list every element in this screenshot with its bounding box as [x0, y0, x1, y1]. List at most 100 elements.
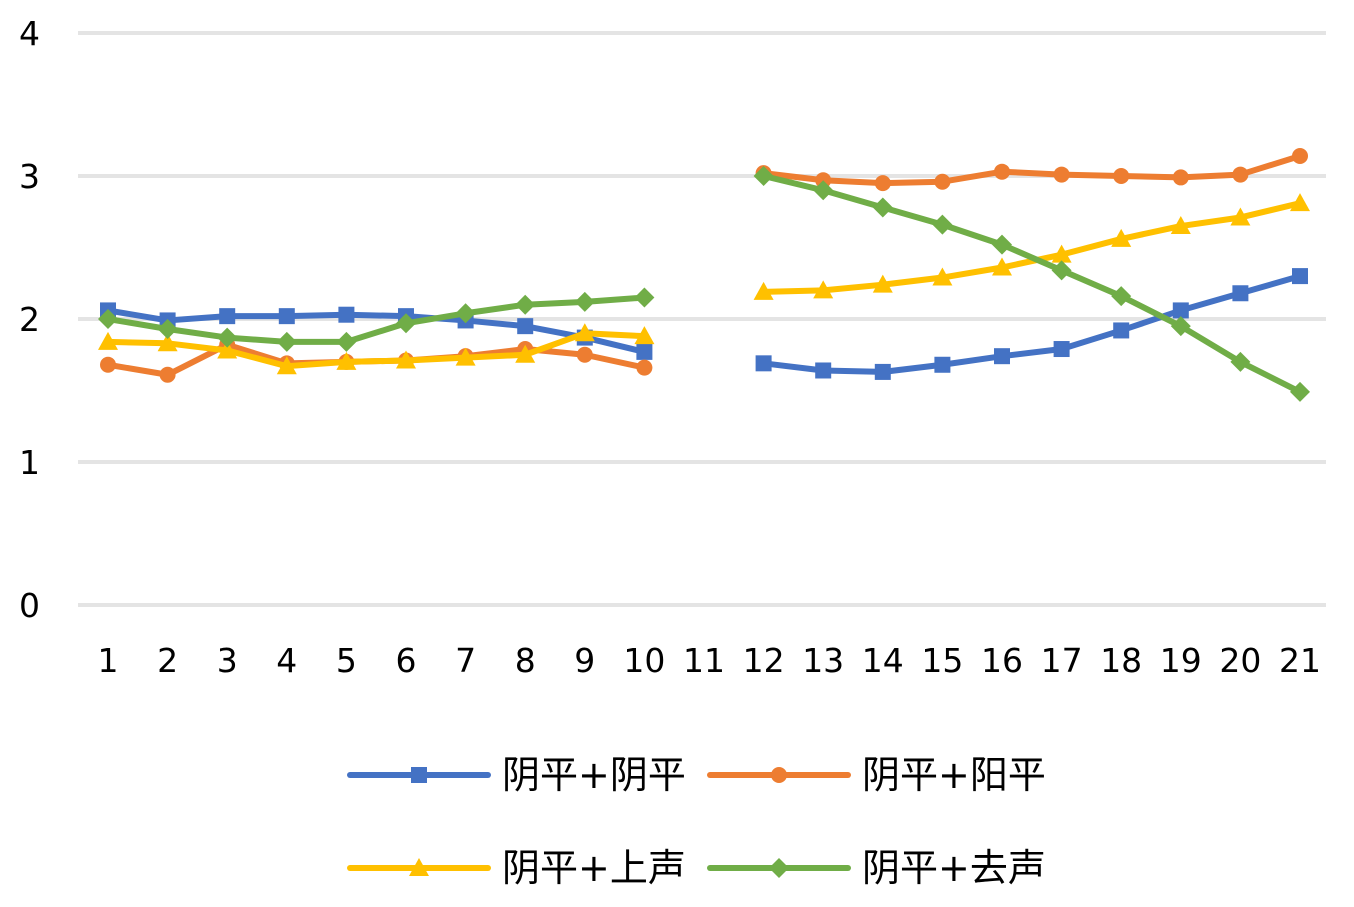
data-point	[1051, 260, 1072, 281]
series-2	[100, 147, 1308, 383]
legend-label: 阴平+去声	[862, 846, 1046, 890]
data-point	[98, 309, 118, 329]
data-point	[336, 351, 357, 370]
data-point	[1232, 285, 1249, 302]
data-point	[396, 350, 416, 369]
data-point	[576, 346, 593, 363]
x-tick-label: 18	[1100, 641, 1142, 680]
data-point	[217, 340, 238, 359]
data-point	[992, 257, 1012, 276]
series-line	[760, 273, 1303, 375]
data-point	[872, 197, 893, 218]
y-axis-ticks: 0 1 2 3 4	[19, 14, 40, 625]
x-tick-label: 4	[276, 641, 297, 680]
data-point	[517, 318, 534, 335]
data-point	[1232, 166, 1249, 183]
x-tick-label: 13	[802, 641, 844, 680]
data-point	[217, 327, 238, 348]
data-point	[1230, 207, 1251, 226]
legend-label: 阴平+上声	[502, 846, 686, 890]
data-point	[932, 267, 953, 286]
series-line	[760, 152, 1303, 187]
data-point	[338, 306, 355, 323]
x-tick-label: 7	[455, 641, 476, 680]
data-point	[574, 291, 595, 312]
data-point	[276, 356, 297, 375]
series-3	[98, 193, 1310, 375]
data-point	[1113, 322, 1130, 339]
data-point	[1292, 147, 1308, 164]
data-point	[1230, 351, 1251, 372]
legend-marker	[411, 767, 427, 783]
data-point	[813, 180, 834, 201]
data-point	[634, 287, 655, 308]
x-tick-label: 19	[1160, 641, 1202, 680]
legend-item: 阴平+阴平	[347, 753, 686, 797]
x-tick-label: 8	[515, 641, 536, 680]
data-point	[278, 308, 295, 325]
x-tick-label: 16	[981, 641, 1023, 680]
legend-marker	[409, 858, 429, 876]
data-point	[515, 344, 536, 363]
legend-marker	[769, 858, 789, 878]
y-tick-label: 1	[19, 443, 40, 482]
x-tick-label: 5	[336, 641, 357, 680]
data-point	[1053, 341, 1070, 358]
data-point	[813, 280, 834, 299]
data-point	[636, 359, 653, 376]
data-point	[1111, 286, 1132, 307]
data-point	[815, 362, 832, 379]
data-point	[634, 326, 655, 345]
data-point	[994, 348, 1010, 365]
data-point	[1113, 168, 1130, 184]
data-point	[159, 366, 176, 383]
data-point	[219, 308, 236, 325]
data-point	[336, 331, 357, 352]
series-line	[105, 330, 648, 370]
series-line	[105, 294, 648, 345]
data-point	[1290, 193, 1310, 212]
data-point	[574, 323, 595, 342]
data-point	[455, 303, 476, 324]
data-point	[157, 333, 178, 352]
data-point	[100, 356, 116, 373]
data-point	[98, 331, 118, 350]
x-tick-label: 11	[683, 641, 725, 680]
data-point	[934, 173, 951, 190]
x-tick-label: 17	[1041, 641, 1083, 680]
data-point	[874, 363, 891, 380]
x-tick-label: 21	[1279, 641, 1321, 680]
data-point	[1111, 228, 1132, 247]
legend-marker	[771, 767, 787, 783]
data-point	[1172, 169, 1189, 186]
data-point	[753, 166, 774, 186]
x-tick-label: 3	[217, 641, 238, 680]
data-point	[276, 331, 297, 352]
data-point	[994, 163, 1010, 180]
data-point	[815, 172, 832, 189]
series-line	[105, 307, 648, 355]
series-1	[100, 268, 1308, 380]
data-point	[636, 343, 653, 360]
x-tick-label: 15	[921, 641, 963, 680]
x-tick-label: 2	[157, 641, 178, 680]
x-tick-label: 20	[1219, 641, 1261, 680]
data-point	[872, 274, 893, 293]
x-tick-label: 6	[396, 641, 417, 680]
series-line	[760, 173, 1303, 395]
data-point	[934, 356, 951, 373]
y-tick-label: 4	[19, 14, 40, 53]
series-group	[98, 147, 1310, 402]
legend-item: 阴平+去声	[707, 846, 1046, 890]
data-point	[1292, 268, 1308, 285]
x-tick-label: 12	[743, 641, 785, 680]
data-point	[396, 313, 416, 334]
data-point	[1170, 316, 1191, 337]
y-tick-label: 3	[19, 157, 40, 196]
legend-label: 阴平+阳平	[862, 753, 1046, 797]
data-point	[1172, 302, 1189, 319]
data-point	[1170, 216, 1191, 235]
data-point	[753, 281, 774, 300]
